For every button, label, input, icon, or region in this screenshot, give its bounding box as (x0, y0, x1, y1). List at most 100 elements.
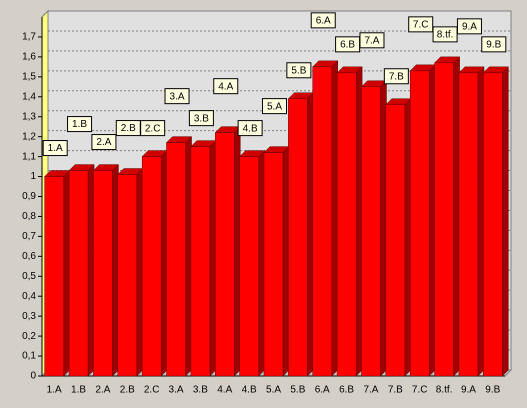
bar (385, 104, 406, 377)
label-box (262, 98, 287, 115)
bar-side (355, 66, 363, 377)
data-label: 1.B (72, 119, 87, 130)
bar-side (136, 167, 144, 377)
data-label: 1.A (48, 143, 63, 154)
x-tick-label: 2.B (120, 385, 135, 396)
x-tick-label: 4.B (242, 385, 257, 396)
y-tick-label: 0,3 (22, 311, 36, 322)
bar (117, 174, 138, 377)
y-tick-label: 0,1 (22, 351, 36, 362)
label-box (237, 120, 263, 137)
x-tick-label: 7.B (388, 385, 403, 396)
label-box (42, 140, 68, 157)
bar (93, 170, 113, 377)
bar (215, 132, 235, 377)
data-label: 2.C (145, 123, 161, 134)
data-label: 7.B (389, 71, 404, 82)
y-tick-label: 0 (30, 371, 36, 382)
x-tick-label: 9.A (461, 385, 476, 396)
label-box (286, 62, 312, 79)
bar (141, 156, 162, 377)
y-tick-label: 1,1 (22, 151, 36, 162)
data-label: 9.A (462, 21, 477, 32)
bar (361, 86, 381, 377)
bar-side (234, 126, 241, 377)
x-tick-label: 1.A (47, 385, 62, 396)
data-label: 6.A (316, 16, 331, 27)
data-label: 4.A (218, 81, 233, 92)
bar-side (258, 150, 265, 377)
bar-side (404, 98, 412, 377)
y-tick-label: 1,4 (22, 91, 36, 102)
data-label: 5.A (267, 101, 282, 112)
x-tick-label: 4.A (217, 385, 232, 396)
bar-side (282, 146, 290, 377)
data-label: 2.A (96, 137, 111, 148)
x-tick-label: 5.A (266, 385, 281, 396)
data-label: 5.B (291, 65, 306, 76)
y-tick-label: 0,8 (22, 211, 36, 222)
bar (68, 170, 89, 377)
label-box (67, 116, 93, 133)
label-box (310, 12, 336, 29)
x-tick-label: 7.A (363, 385, 378, 396)
bar (336, 72, 357, 377)
y-tick-label: 0,2 (22, 331, 36, 342)
x-tick-label: 2.C (144, 385, 160, 396)
label-box (481, 36, 507, 53)
bar-side (502, 66, 509, 377)
y-tick-label: 1,3 (22, 111, 36, 122)
bar-side (112, 163, 119, 377)
bar (190, 146, 211, 377)
y-tick-label: 0,6 (22, 251, 36, 262)
label-box (408, 16, 434, 33)
label-box (164, 88, 190, 105)
data-label: 3.B (194, 113, 209, 124)
label-box (456, 18, 482, 35)
bar (166, 142, 186, 377)
data-label: 2.B (121, 123, 136, 134)
y-tick-label: 1 (30, 171, 36, 182)
bar-side (477, 66, 485, 377)
bar (483, 72, 503, 377)
bar (312, 66, 332, 377)
bar (44, 176, 64, 377)
label-box (213, 78, 239, 95)
bar-side (160, 150, 168, 377)
x-tick-label: 2.A (95, 385, 110, 396)
x-tick-label: 7.C (412, 385, 428, 396)
bar-side (87, 163, 95, 377)
data-label: 9.B (486, 39, 501, 50)
bar-side (453, 56, 460, 377)
data-label: 6.B (340, 39, 355, 50)
data-label: 7.C (413, 19, 429, 30)
bar (409, 70, 430, 377)
label-box (91, 134, 117, 151)
bar-side (209, 140, 217, 377)
x-tick-label: 1.B (71, 385, 86, 396)
bar (263, 152, 284, 377)
bar-side (63, 169, 70, 377)
y-tick-label: 0,5 (22, 271, 36, 282)
data-label: 8.tf. (437, 30, 454, 41)
y-tick-label: 1,7 (22, 32, 36, 43)
label-box (140, 120, 166, 137)
y-tick-label: 1,5 (22, 71, 36, 82)
bar (434, 62, 454, 377)
y-tick-label: 0,9 (22, 191, 36, 202)
data-label: 7.A (364, 35, 379, 46)
bar-side (428, 64, 436, 377)
bar (458, 72, 479, 377)
data-label: 4.B (243, 123, 258, 134)
label-box (432, 26, 458, 43)
x-tick-label: 3.B (193, 385, 208, 396)
label-box (188, 110, 214, 127)
data-label: 3.A (170, 91, 185, 102)
y-tick-label: 1,6 (22, 52, 36, 63)
x-tick-label: 8.tf. (436, 385, 453, 396)
y-tick-label: 0,4 (22, 291, 36, 302)
y-tick-label: 1,2 (22, 131, 36, 142)
bar-side (380, 80, 387, 377)
